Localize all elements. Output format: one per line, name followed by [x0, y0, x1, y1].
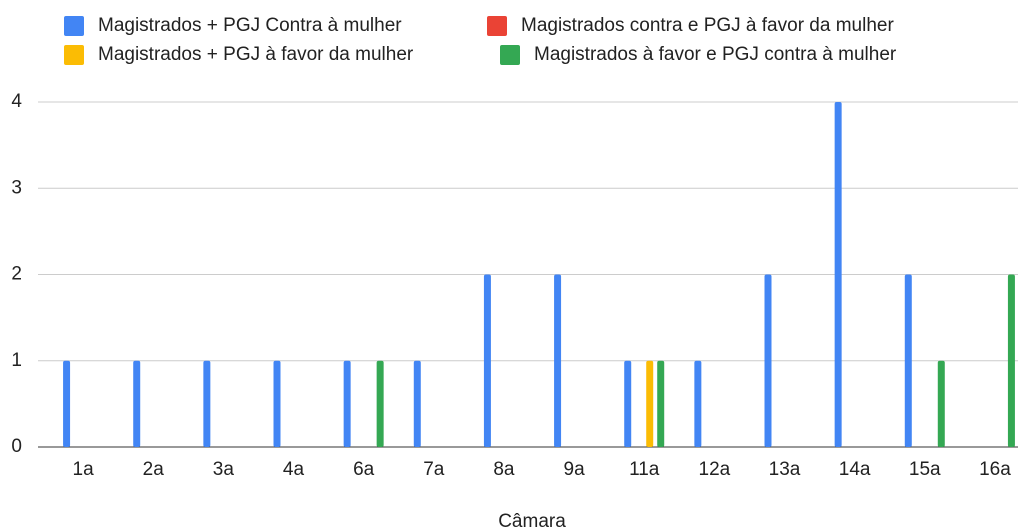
x-tick-label: 1a: [73, 459, 95, 480]
bar: [694, 360, 702, 447]
x-tick-label: 15a: [909, 459, 941, 480]
y-tick-label: 4: [11, 91, 22, 112]
legend-swatch: [487, 16, 507, 36]
x-tick-label: 2a: [143, 459, 165, 480]
legend-label: Magistrados contra e PGJ à favor da mulh…: [521, 15, 894, 36]
legend-swatch: [500, 45, 520, 65]
legend-swatch: [64, 45, 84, 65]
y-tick-label: 3: [11, 177, 22, 198]
bar: [624, 360, 632, 447]
bar: [133, 360, 141, 447]
x-axis-label: Câmara: [498, 511, 566, 531]
bar: [646, 360, 654, 447]
bar: [483, 274, 491, 447]
legend-label: Magistrados + PGJ Contra à mulher: [98, 15, 402, 36]
bar: [937, 360, 945, 447]
x-tick-label: 9a: [564, 459, 586, 480]
bar: [834, 102, 842, 447]
y-tick-label: 2: [11, 264, 22, 285]
x-tick-label: 7a: [423, 459, 445, 480]
bar: [657, 360, 665, 447]
x-tick-label: 11a: [629, 459, 660, 480]
x-tick-label: 13a: [769, 459, 801, 480]
x-tick-label: 4a: [283, 459, 305, 480]
bar: [203, 360, 211, 447]
x-tick-label: 14a: [839, 459, 871, 480]
bar: [764, 274, 772, 447]
x-tick-label: 8a: [493, 459, 515, 480]
x-tick-label: 12a: [699, 459, 731, 480]
legend-swatch: [64, 16, 84, 36]
bar: [413, 360, 421, 447]
y-tick-label: 1: [11, 350, 22, 371]
x-tick-label: 6a: [353, 459, 375, 480]
bar: [343, 360, 351, 447]
legend-label: Magistrados à favor e PGJ contra à mulhe…: [534, 44, 897, 65]
x-tick-label: 3a: [213, 459, 235, 480]
x-tick-label: 16a: [979, 459, 1011, 480]
bar: [554, 274, 562, 447]
legend-label: Magistrados + PGJ à favor da mulher: [98, 44, 414, 65]
bar: [1007, 274, 1015, 447]
bar: [904, 274, 912, 447]
y-tick-label: 0: [11, 436, 22, 457]
bar: [63, 360, 71, 447]
bar: [273, 360, 281, 447]
bar: [376, 360, 384, 447]
